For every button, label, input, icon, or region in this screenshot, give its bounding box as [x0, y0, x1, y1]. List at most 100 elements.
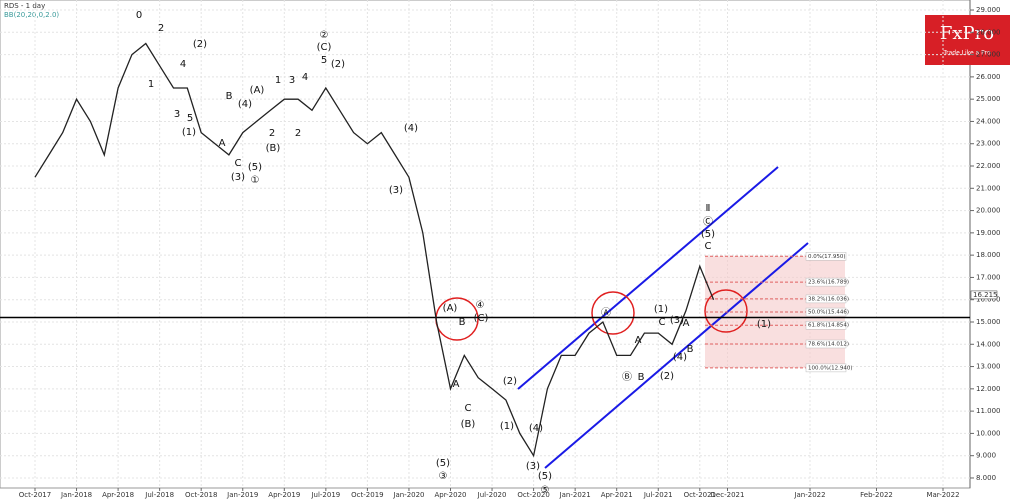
wave-label: (3) — [670, 315, 684, 326]
wave-label: Ⓒ — [703, 216, 713, 228]
wave-label: ② — [320, 30, 329, 41]
y-tick-label: 14.000 — [976, 340, 1001, 348]
wave-label: (3) — [231, 172, 245, 183]
wave-label: (1) — [182, 127, 196, 138]
wave-label: B — [687, 344, 694, 355]
wave-label: C — [659, 317, 666, 328]
wave-label: 5 — [321, 55, 327, 66]
wave-label: (2) — [193, 39, 207, 50]
x-tick-label: Oct-2019 — [351, 491, 383, 499]
wave-label: ① — [251, 175, 260, 186]
wave-label: 1 — [148, 79, 154, 90]
x-tick-label: Oct-2017 — [19, 491, 51, 499]
wave-label: (2) — [331, 59, 345, 70]
wave-label: 1 — [275, 75, 281, 86]
wave-label: (2) — [660, 371, 674, 382]
fib-label: 100.0%(12.940) — [808, 365, 853, 371]
wave-label: (B) — [461, 419, 476, 430]
y-tick-label: 9.000 — [976, 452, 996, 460]
highlight-circle — [704, 289, 748, 333]
y-tick-label: 8.000 — [976, 474, 996, 482]
wave-label: (C) — [317, 42, 332, 53]
wave-label: 5 — [187, 113, 193, 124]
wave-label: C — [235, 158, 242, 169]
y-tick-label: 21.000 — [976, 184, 1001, 192]
wave-label: ④ — [476, 300, 485, 311]
y-tick-label: 29.000 — [976, 6, 1001, 14]
fib-label: 38.2%(16.036) — [808, 296, 849, 302]
y-tick-label: 24.000 — [976, 117, 1001, 125]
price-marker — [970, 290, 998, 300]
plot-area — [0, 0, 971, 489]
y-tick-label: 27.000 — [976, 51, 1001, 59]
logo: FxPro — [940, 23, 994, 44]
price-line — [34, 42, 715, 458]
fib-label-box — [805, 294, 847, 304]
fib-label: 61.8%(14.854) — [808, 323, 849, 329]
wave-label: 4 — [180, 59, 186, 70]
wave-label: 3 — [289, 75, 295, 86]
x-tick-label: Jul-2018 — [144, 491, 174, 499]
wave-label: (5) — [538, 471, 552, 482]
channel-upper — [517, 166, 779, 390]
x-tick-label: Jan-2018 — [60, 491, 92, 499]
fib-label: 50.0%(15.446) — [808, 310, 849, 316]
x-tick-label: Oct-2020 — [517, 491, 549, 499]
price-label: 16.215 — [973, 291, 998, 299]
wave-label: 2 — [295, 128, 301, 139]
wave-label: (1) — [654, 304, 668, 315]
y-tick-label: 19.000 — [976, 229, 1001, 237]
wave-label: 4 — [302, 72, 308, 83]
wave-label: (1) — [500, 421, 514, 432]
channel-lower — [544, 242, 809, 469]
x-tick-label: Jan-2020 — [392, 491, 424, 499]
y-tick-label: 25.000 — [976, 95, 1001, 103]
wave-label: 3 — [174, 109, 180, 120]
y-tick-label: 26.000 — [976, 73, 1001, 81]
wave-label: A — [635, 335, 642, 346]
wave-label: (5) — [248, 162, 262, 173]
wave-label: (4) — [673, 352, 687, 363]
wave-label: (1) — [757, 319, 771, 330]
wave-label: B — [459, 317, 466, 328]
wave-label: (2) — [503, 376, 517, 387]
y-tick-label: 12.000 — [976, 385, 1001, 393]
fib-label-box — [805, 320, 847, 330]
logo-box — [925, 15, 1010, 65]
x-tick-label: Oct-2021 — [684, 491, 716, 499]
y-tick-label: 10.000 — [976, 429, 1001, 437]
wave-label: (5) — [436, 458, 450, 469]
x-tick-label: Apr-2021 — [601, 491, 633, 499]
highlight-circle — [591, 291, 635, 335]
chart-title: RDS - 1 day — [4, 2, 45, 10]
wave-label: Ⓐ — [601, 307, 611, 319]
wave-label: (4) — [529, 423, 543, 434]
wave-label: Ⓑ — [622, 371, 632, 383]
wave-label: 0 — [136, 10, 142, 21]
fib-label-box — [805, 307, 847, 317]
wave-label: (3) — [389, 185, 403, 196]
fib-label: 0.0%(17.950) — [808, 254, 846, 260]
y-tick-label: 18.000 — [976, 251, 1001, 259]
indicator-label: BB(20,20,0,2.0) — [4, 11, 59, 19]
fib-label-box — [805, 277, 847, 287]
fib-label-box — [805, 252, 847, 261]
y-tick-label: 13.000 — [976, 363, 1001, 371]
wave-label: Ⅱ — [706, 203, 711, 214]
fib-label: 23.6%(16.789) — [808, 280, 849, 286]
wave-label: (4) — [404, 123, 418, 134]
y-tick-label: 15.000 — [976, 318, 1001, 326]
fib-label-box — [805, 339, 847, 349]
wave-label: 2 — [158, 23, 164, 34]
x-tick-label: Jan-2019 — [226, 491, 258, 499]
wave-label: ③ — [439, 471, 448, 482]
x-tick-label: Jul-2019 — [310, 491, 340, 499]
y-tick-label: 20.000 — [976, 207, 1001, 215]
wave-label: A — [219, 138, 226, 149]
x-tick-label: Jul-2021 — [643, 491, 673, 499]
y-tick-label: 22.000 — [976, 162, 1001, 170]
x-tick-label: Jul-2020 — [477, 491, 507, 499]
fib-label: 78.6%(14.012) — [808, 342, 849, 348]
wave-label: C — [465, 403, 472, 414]
fib-label-box — [805, 363, 847, 373]
